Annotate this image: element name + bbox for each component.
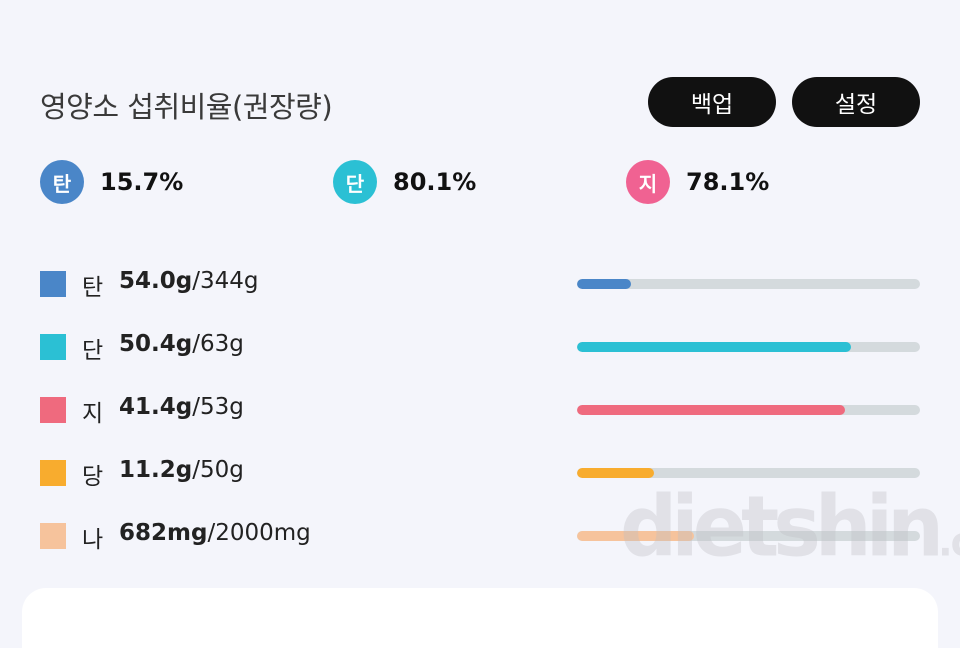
progress-track bbox=[577, 342, 920, 352]
progress-fill bbox=[577, 468, 654, 478]
nutrient-label: 탄 bbox=[82, 275, 104, 301]
nutrient-label: 당 bbox=[82, 464, 104, 490]
carbs-badge: 탄 bbox=[40, 160, 84, 204]
progress-fill bbox=[577, 279, 631, 289]
fat-swatch bbox=[40, 397, 66, 423]
nutrient-row-fat: 지 41.4g/53g bbox=[0, 392, 960, 428]
progress-track bbox=[577, 531, 920, 541]
nutrient-amount: 11.2g bbox=[119, 457, 193, 483]
sodium-swatch bbox=[40, 523, 66, 549]
progress-fill bbox=[577, 405, 845, 415]
nutrient-row-carbs: 탄 54.0g/344g bbox=[0, 266, 960, 302]
section-title: 영양소 섭취비율(권장량) bbox=[40, 90, 333, 124]
carbs-swatch bbox=[40, 271, 66, 297]
nutrient-amount: 682mg bbox=[119, 520, 208, 546]
nutrient-target: /63g bbox=[192, 331, 244, 357]
sugar-swatch bbox=[40, 460, 66, 486]
nutrient-ratio-header: 영양소 섭취비율(권장량) 백업 설정 bbox=[0, 0, 960, 140]
settings-button[interactable]: 설정 bbox=[792, 77, 920, 127]
fat-badge: 지 bbox=[626, 160, 670, 204]
watermark-text: dietshin bbox=[620, 477, 944, 576]
next-card bbox=[22, 588, 938, 648]
progress-track bbox=[577, 468, 920, 478]
nutrient-row-protein: 단 50.4g/63g bbox=[0, 329, 960, 365]
protein-badge: 단 bbox=[333, 160, 377, 204]
nutrient-row-sodium: 나 682mg/2000mg bbox=[0, 518, 960, 554]
progress-fill bbox=[577, 342, 852, 352]
ratio-fat: 지 78.1% bbox=[626, 160, 769, 204]
nutrient-value: 682mg/2000mg bbox=[119, 520, 311, 546]
nutrient-value: 11.2g/50g bbox=[119, 457, 244, 483]
nutrient-target: /2000mg bbox=[207, 520, 311, 546]
nutrient-target: /53g bbox=[192, 394, 244, 420]
progress-track bbox=[577, 405, 920, 415]
nutrient-label: 나 bbox=[82, 527, 104, 553]
carbs-percent: 15.7% bbox=[100, 168, 184, 196]
backup-button[interactable]: 백업 bbox=[648, 77, 776, 127]
nutrient-amount: 41.4g bbox=[119, 394, 193, 420]
nutrient-value: 50.4g/63g bbox=[119, 331, 244, 357]
nutrient-target: /344g bbox=[192, 268, 259, 294]
nutrient-value: 54.0g/344g bbox=[119, 268, 258, 294]
fat-percent: 78.1% bbox=[686, 168, 770, 196]
nutrient-label: 단 bbox=[82, 338, 104, 364]
nutrient-target: /50g bbox=[192, 457, 244, 483]
progress-track bbox=[577, 279, 920, 289]
ratio-protein: 단 80.1% bbox=[333, 160, 476, 204]
nutrient-amount: 54.0g bbox=[119, 268, 193, 294]
nutrient-row-sugar: 당 11.2g/50g bbox=[0, 455, 960, 491]
watermark-logo: dietshin.com bbox=[620, 478, 960, 576]
ratio-carbs: 탄 15.7% bbox=[40, 160, 183, 204]
nutrient-value: 41.4g/53g bbox=[119, 394, 244, 420]
nutrient-label: 지 bbox=[82, 401, 104, 427]
protein-swatch bbox=[40, 334, 66, 360]
watermark-suffix: .com bbox=[938, 518, 960, 565]
protein-percent: 80.1% bbox=[393, 168, 477, 196]
nutrient-amount: 50.4g bbox=[119, 331, 193, 357]
progress-fill bbox=[577, 531, 694, 541]
